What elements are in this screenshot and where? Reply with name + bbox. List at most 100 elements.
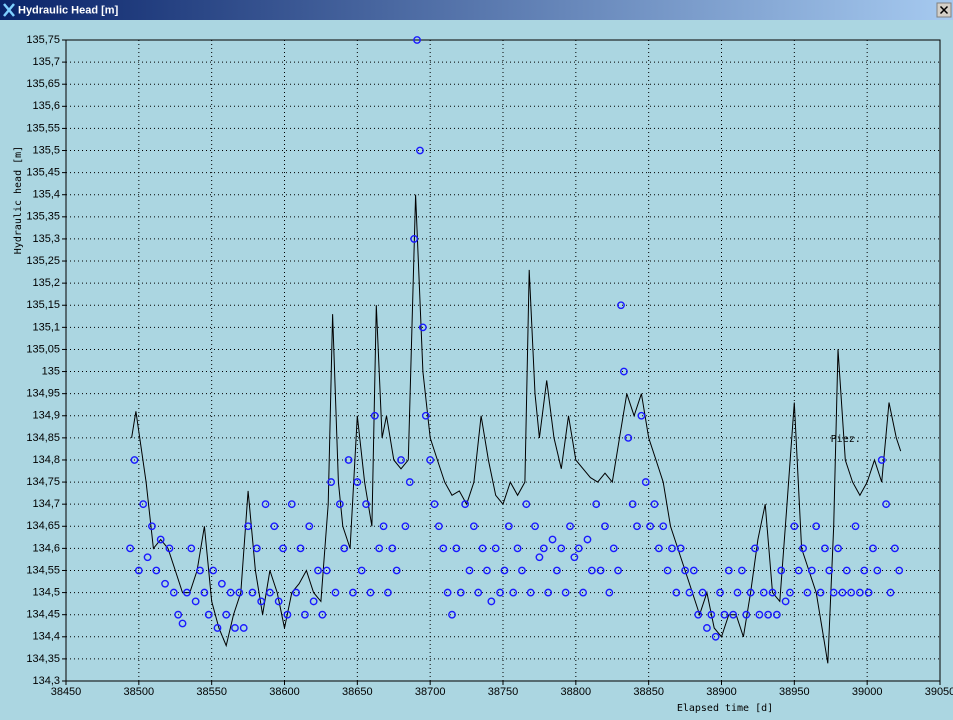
data-point <box>443 588 452 597</box>
data-point <box>592 500 601 509</box>
data-point <box>327 478 336 486</box>
data-point <box>465 566 474 575</box>
y-tick-label: 135,45 <box>26 167 60 179</box>
data-point <box>816 588 825 597</box>
data-point <box>439 544 448 553</box>
data-point <box>518 566 526 575</box>
data-point <box>200 588 209 597</box>
data-point <box>790 522 799 531</box>
data-point <box>890 544 899 553</box>
data-point <box>418 323 427 332</box>
data-point <box>864 588 873 597</box>
data-point <box>335 500 344 509</box>
data-point <box>331 588 340 597</box>
data-point <box>829 588 838 597</box>
data-point <box>737 566 746 575</box>
data-point <box>641 478 650 486</box>
data-point <box>838 588 847 597</box>
y-tick-label: 134,3 <box>32 675 60 687</box>
title-bar <box>0 0 953 20</box>
data-point <box>469 522 478 531</box>
data-point <box>139 500 148 509</box>
data-point <box>152 566 161 575</box>
data-point <box>759 588 768 597</box>
data-point <box>314 566 322 575</box>
x-tick-label: 38450 <box>51 686 82 698</box>
data-point <box>531 522 539 531</box>
data-point <box>165 544 174 553</box>
data-point <box>742 610 751 619</box>
data-point <box>244 522 252 531</box>
data-point <box>698 588 707 597</box>
y-tick-label: 135,15 <box>26 299 60 311</box>
data-point <box>637 411 646 420</box>
data-point <box>353 478 362 486</box>
data-point <box>609 544 618 553</box>
data-point <box>349 588 357 597</box>
data-point <box>421 411 430 420</box>
data-point <box>825 566 834 575</box>
data-point <box>261 500 270 509</box>
x-tick-label: 38800 <box>561 686 592 698</box>
y-tick-label: 135,7 <box>32 56 60 68</box>
data-point <box>287 500 296 509</box>
data-point <box>430 500 439 509</box>
data-point <box>803 588 812 597</box>
x-tick-label: 38750 <box>488 686 519 698</box>
x-tick-label: 39000 <box>852 686 883 698</box>
data-point <box>196 566 204 575</box>
data-point <box>405 478 414 486</box>
y-tick-label: 135,2 <box>32 277 60 289</box>
data-point <box>877 456 886 464</box>
data-point <box>851 522 860 531</box>
x-tick-label: 39050 <box>925 686 953 698</box>
data-point <box>646 522 655 531</box>
data-point <box>764 610 773 619</box>
data-point <box>435 522 443 531</box>
data-point <box>583 535 592 544</box>
data-point <box>248 588 257 597</box>
marks <box>126 36 904 664</box>
y-tick-label: 135,05 <box>26 343 60 355</box>
data-point <box>410 235 419 243</box>
data-point <box>755 610 764 619</box>
data-point <box>143 553 152 562</box>
data-point <box>633 522 641 531</box>
data-point <box>156 535 165 544</box>
y-tick-label: 134,35 <box>26 653 60 665</box>
x-tick-label: 38950 <box>779 686 810 698</box>
data-point <box>270 522 279 531</box>
data-point <box>183 588 191 597</box>
data-point <box>191 597 200 606</box>
data-point <box>526 588 535 597</box>
y-tick-label: 134,45 <box>26 609 60 621</box>
data-point <box>266 588 274 597</box>
data-point <box>659 522 668 531</box>
y-tick-label: 134,4 <box>32 631 60 643</box>
data-point <box>448 610 456 619</box>
data-point <box>522 500 531 509</box>
close-button[interactable] <box>936 2 952 18</box>
data-point <box>279 544 287 553</box>
x-tick-label: 38900 <box>706 686 737 698</box>
data-point <box>552 566 561 575</box>
y-tick-label: 135,5 <box>32 144 60 156</box>
y-tick-label: 134,8 <box>32 454 60 466</box>
data-point <box>812 522 821 531</box>
x-tick-label: 38850 <box>633 686 664 698</box>
data-point <box>628 500 637 509</box>
data-point <box>504 522 513 531</box>
data-point <box>694 610 703 619</box>
data-point <box>487 597 496 606</box>
data-point <box>252 544 261 553</box>
data-point <box>366 588 375 597</box>
data-point <box>483 566 491 575</box>
data-point <box>513 544 522 553</box>
data-point <box>217 579 226 588</box>
data-point <box>426 456 435 464</box>
data-point <box>392 566 401 575</box>
data-point <box>895 566 904 575</box>
data-point <box>456 588 465 597</box>
data-point <box>724 566 733 575</box>
